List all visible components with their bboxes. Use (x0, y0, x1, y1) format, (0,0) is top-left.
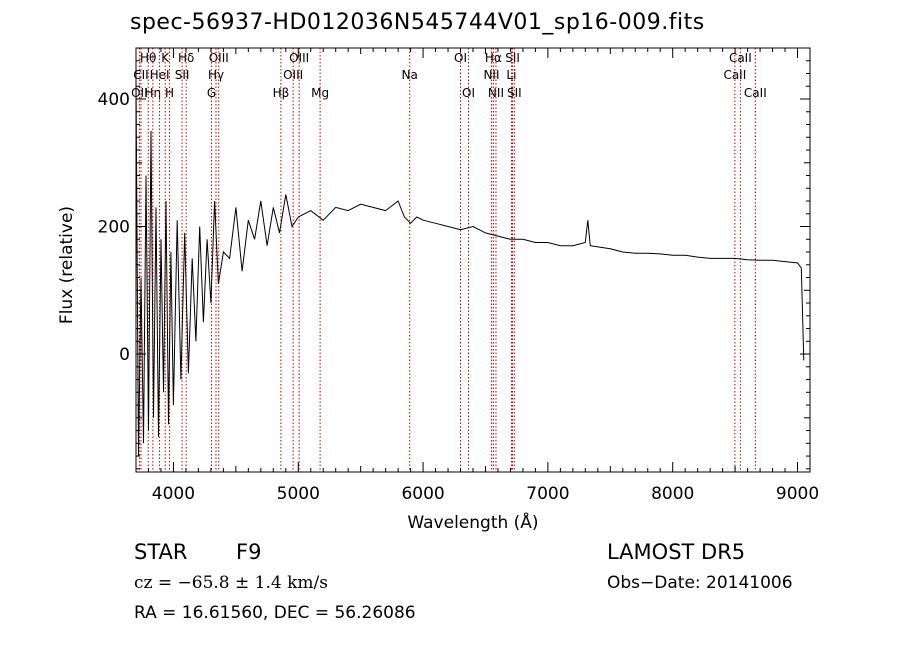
x-tick-label: 8000 (651, 484, 694, 504)
line-marker-label: OI (462, 86, 475, 100)
y-tick-label: 400 (98, 90, 130, 110)
spectrum-line (135, 79, 805, 457)
line-marker-label: CaII (729, 51, 752, 65)
line-marker-label: CII (133, 68, 148, 82)
line-marker-label: NII (483, 68, 499, 82)
line-marker-label: CaII (723, 68, 746, 82)
x-tick-label: 5000 (277, 484, 320, 504)
y-tick-label: 200 (98, 218, 130, 238)
line-marker-label: CaII (744, 86, 767, 100)
line-marker-label: G (207, 86, 216, 100)
coordinates-label: RA = 16.61560, DEC = 56.26086 (134, 603, 416, 623)
line-marker-label: HeI (150, 68, 170, 82)
chart-title: spec-56937-HD012036N545744V01_sp16-009.f… (130, 10, 705, 35)
x-tick-label: 6000 (401, 484, 444, 504)
line-marker-label: Hα (485, 51, 502, 65)
x-tick-label: 7000 (526, 484, 569, 504)
line-marker-label: SII (175, 68, 190, 82)
line-marker-label: OII (131, 86, 148, 100)
x-tick-label: 4000 (152, 484, 195, 504)
line-marker-label: Hθ (140, 51, 156, 65)
line-marker-label: Hη (145, 86, 162, 100)
line-marker-label: SII (505, 51, 520, 65)
line-marker-label: Li (506, 68, 516, 82)
line-marker-label: SII (507, 86, 522, 100)
object-class: STAR (134, 540, 188, 564)
object-subclass: F9 (236, 540, 262, 564)
line-marker-label: Mg (311, 86, 329, 100)
line-marker-label: Hβ (273, 86, 290, 100)
y-tick-label: 0 (119, 345, 130, 365)
plot-frame (135, 47, 811, 473)
line-marker-label: Hγ (208, 68, 224, 82)
y-axis-label: Flux (relative) (57, 206, 77, 324)
line-marker-label: NII (488, 86, 504, 100)
line-marker-label: OI (454, 51, 467, 65)
line-marker-label: OIII (289, 51, 309, 65)
x-tick-label: 9000 (776, 484, 819, 504)
survey-label: LAMOST DR5 (607, 540, 746, 564)
redshift-label: cz = −65.8 ± 1.4 km/s (134, 573, 328, 593)
obs-date-label: Obs−Date: 20141006 (607, 573, 793, 593)
x-axis-label: Wavelength (Å) (407, 511, 538, 533)
line-marker-label: K (161, 51, 170, 65)
line-marker-label: Na (402, 68, 418, 82)
line-marker-label: OIII (209, 51, 229, 65)
line-marker-label: Hδ (178, 51, 194, 65)
line-marker-label: OIII (283, 68, 303, 82)
line-marker-label: H (165, 86, 174, 100)
